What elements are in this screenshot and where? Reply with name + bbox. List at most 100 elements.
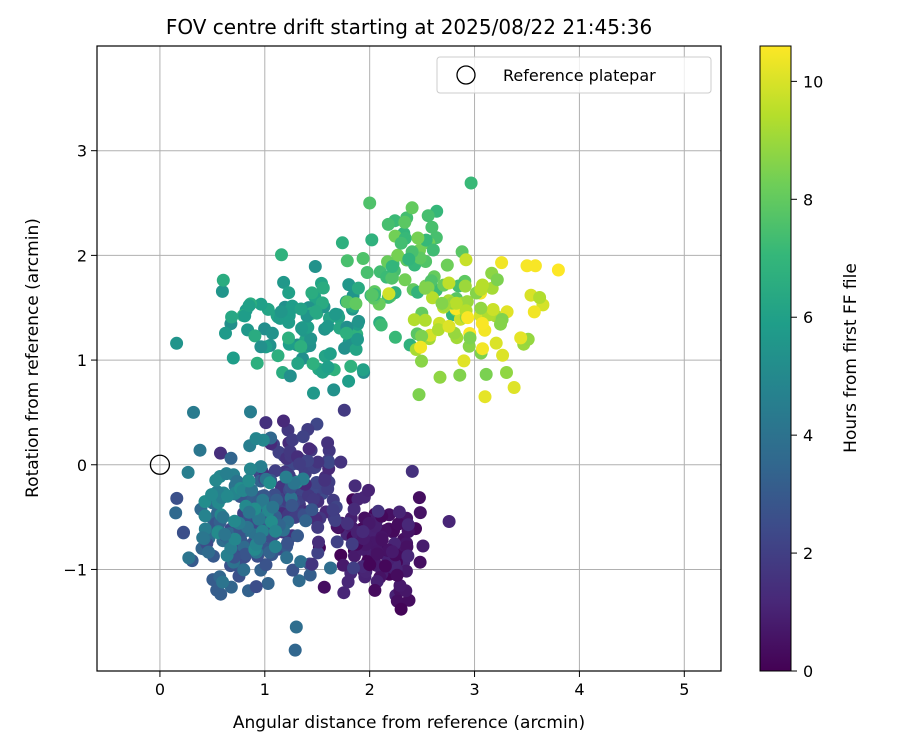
data-point [170,336,184,350]
data-point [348,479,362,493]
reference-platepar-marker [149,454,171,475]
data-point [182,551,196,565]
data-point [305,557,319,571]
colorbar-label: Hours from first FF file [841,263,861,453]
data-point [425,220,439,234]
data-point [216,273,230,287]
data-point [170,491,184,505]
data-point [259,558,273,572]
data-point [283,369,297,383]
data-point [225,310,239,324]
data-point [393,579,407,592]
data-point [461,311,475,325]
x-tick-label: 2 [365,680,375,699]
data-point [500,366,513,379]
data-point [316,281,330,295]
data-point [398,215,412,229]
colorbar-tick-label: 6 [803,308,813,327]
x-tick-label: 4 [574,680,584,699]
data-point [514,331,528,345]
data-point [371,504,385,518]
legend-box [436,56,712,94]
y-tick-label: 3 [77,142,87,161]
data-point [449,296,463,310]
data-point [458,279,472,293]
data-point [431,323,445,337]
data-point [243,462,257,476]
data-point [275,248,288,262]
data-point [489,336,503,350]
data-point [254,340,268,354]
data-point [299,514,313,528]
data-point [415,329,429,343]
colorbar-tick-label: 0 [803,662,813,681]
data-point [347,502,361,516]
data-point [294,302,308,316]
data-point [476,342,489,356]
data-point [218,527,232,541]
data-point [177,525,190,539]
data-point [351,281,365,295]
data-point [254,460,268,474]
data-point [328,514,342,527]
data-point [394,236,408,250]
data-point [490,273,504,287]
colorbar-ticks: 0 2 4 6 8 10 [791,72,823,681]
data-point [442,276,456,290]
data-point [337,403,351,417]
data-point [339,326,353,340]
colorbar: 0 2 4 6 8 10 Hours from first FF file [759,45,861,681]
data-point [391,248,405,262]
data-point [308,260,322,273]
data-point [215,284,229,298]
data-point [345,537,359,551]
colorbar-tick-label: 2 [803,544,813,563]
data-point [242,299,256,313]
data-point [279,470,293,484]
data-point [349,342,363,356]
data-point [248,329,262,343]
data-point [214,446,227,460]
data-point [533,291,547,304]
data-point [362,483,375,497]
data-point [426,243,440,257]
legend-label: Reference platepar [503,66,656,85]
data-point [479,367,493,381]
data-point [402,252,416,266]
data-point [237,563,251,577]
data-point [388,330,402,344]
data-point [378,559,392,573]
data-point [187,405,200,419]
data-point [220,467,233,481]
data-point [475,317,489,330]
colorbar-tick-label: 4 [803,426,813,445]
data-point [265,326,279,340]
data-point [306,492,320,506]
data-point [169,506,183,520]
data-point [266,500,280,514]
data-point [413,506,427,520]
data-point [459,253,473,267]
data-point [326,503,340,517]
data-point [338,341,352,355]
data-point [311,455,325,469]
data-point [214,587,228,601]
data-point [457,354,471,368]
data-point [356,525,370,539]
y-tick-label: 0 [77,456,87,475]
data-point [412,388,426,402]
data-point [282,331,295,345]
data-point [340,517,354,530]
data-point [291,529,304,543]
data-point [329,307,343,321]
data-point [368,583,382,597]
data-points [169,176,565,657]
data-point [401,518,415,532]
data-point [344,359,358,373]
data-point [365,233,379,247]
data-point [292,574,306,588]
data-point [347,561,360,575]
data-point [256,493,270,507]
